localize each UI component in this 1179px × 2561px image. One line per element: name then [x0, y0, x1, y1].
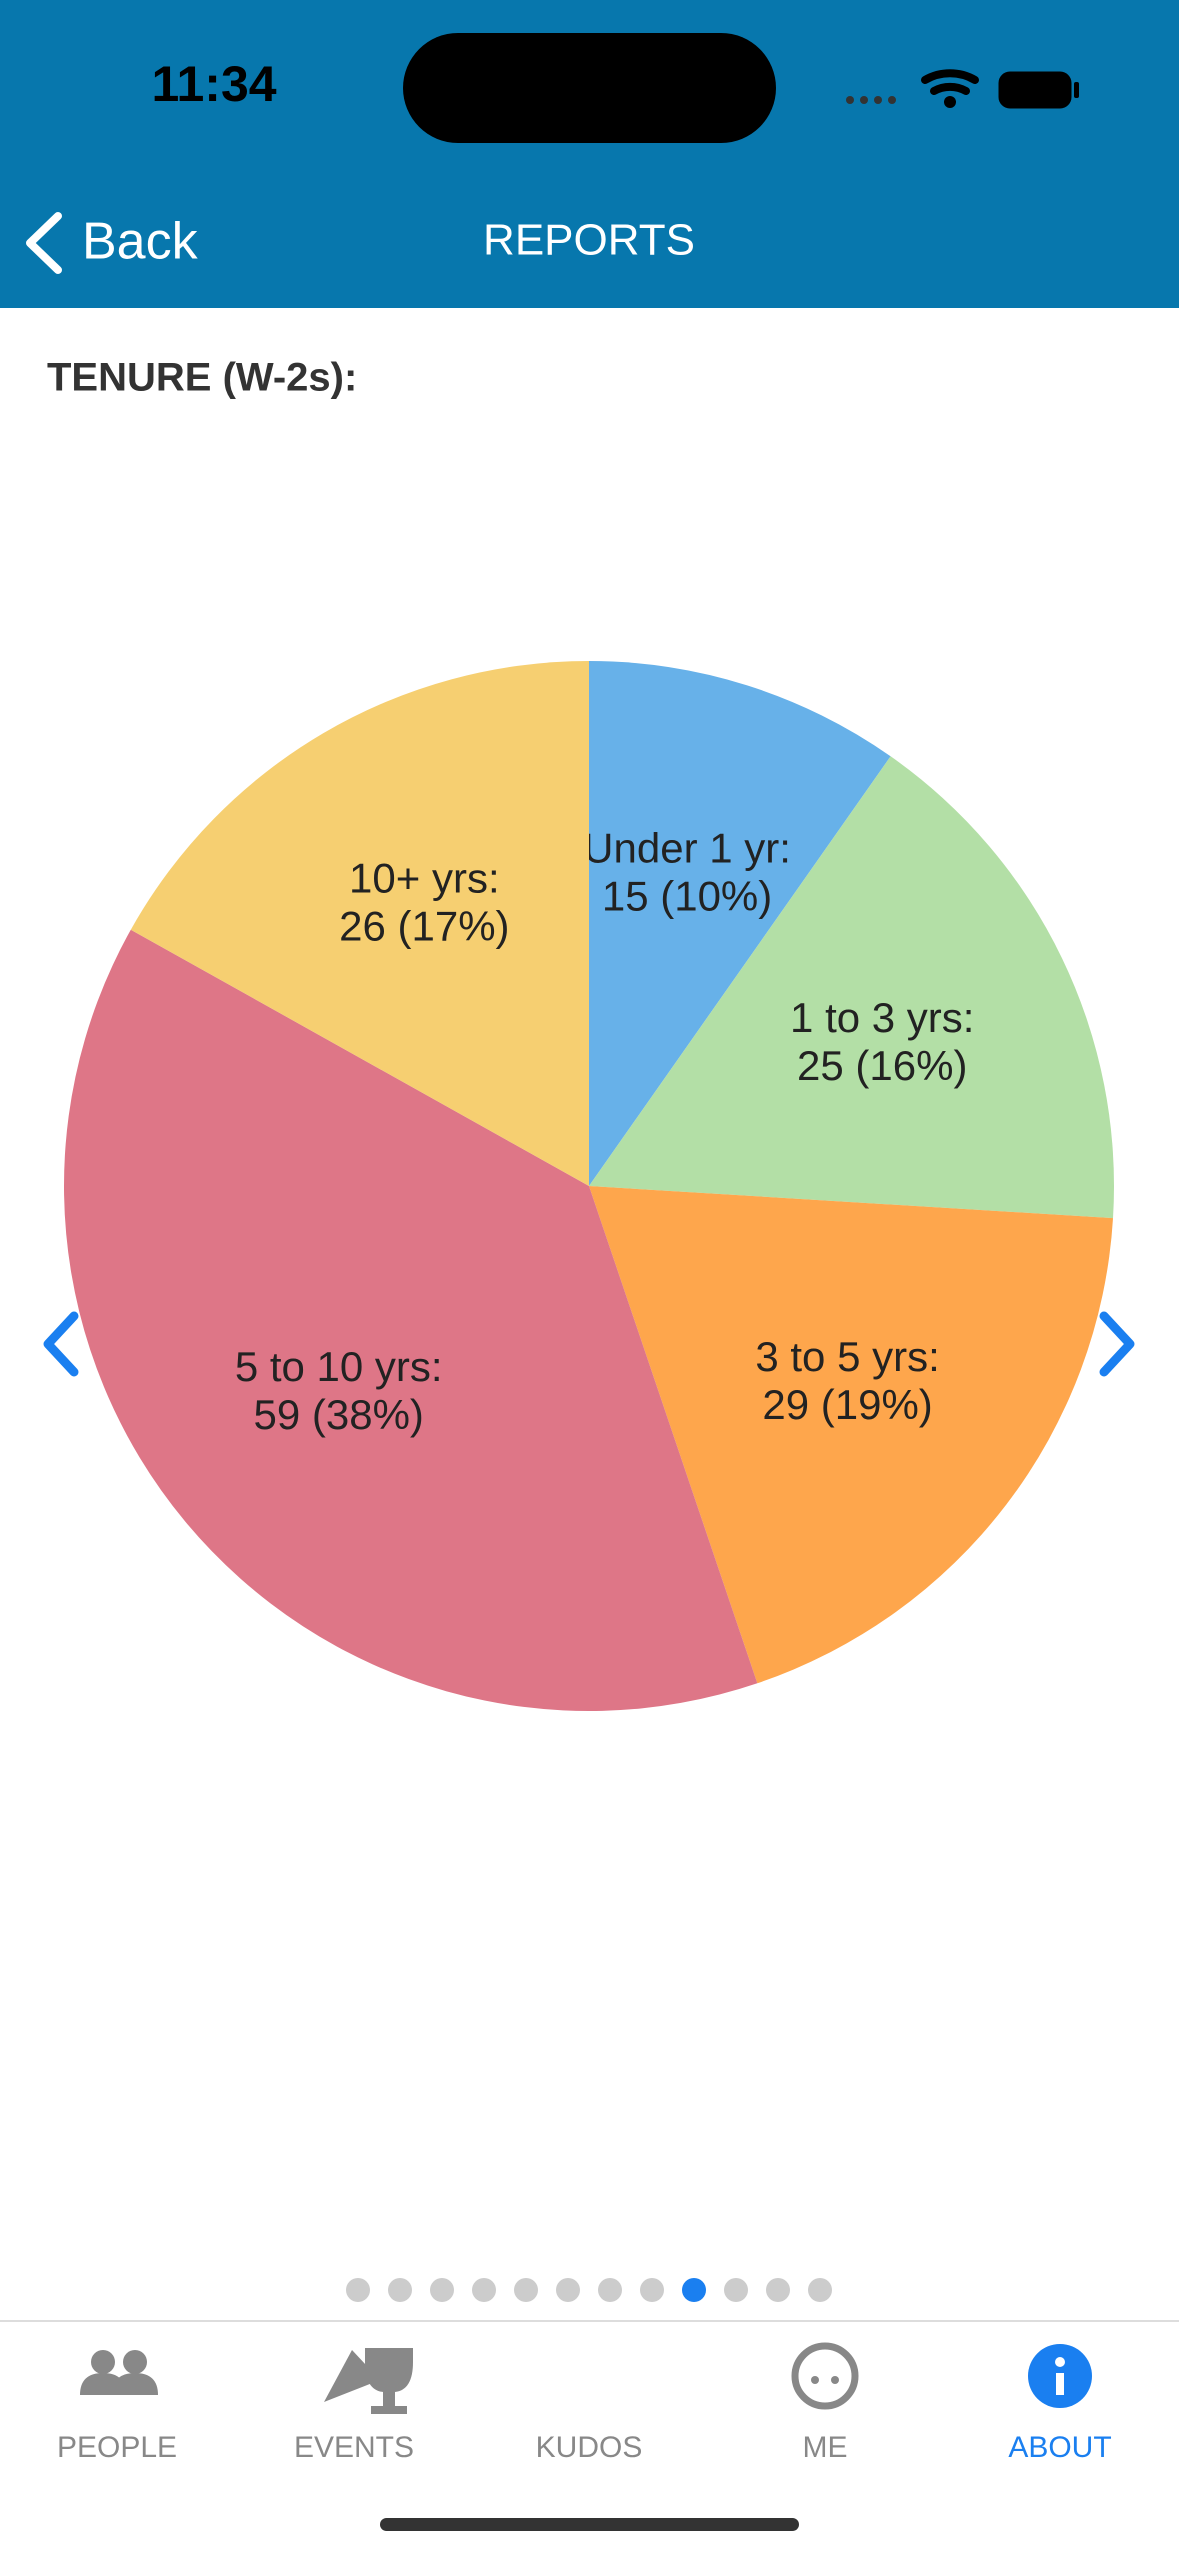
nav-title: REPORTS	[483, 216, 695, 265]
back-label[interactable]: Back	[82, 213, 199, 271]
page-dot[interactable]	[724, 2278, 748, 2302]
tab-label[interactable]: PEOPLE	[57, 2431, 177, 2464]
page-dot[interactable]	[640, 2278, 664, 2302]
home-indicator	[380, 2518, 799, 2531]
battery	[998, 71, 1072, 109]
battery-cap	[1074, 82, 1079, 98]
slice-value-label: 26 (17%)	[339, 902, 509, 949]
slice-label: Under 1 yr:	[583, 825, 791, 872]
pie-slice	[589, 661, 891, 1186]
page-dot[interactable]	[808, 2278, 832, 2302]
slice-label: 5 to 10 yrs:	[235, 1343, 443, 1390]
signal	[846, 96, 896, 104]
tab-bar: PEOPLE EVENTS KUDOS ME ABOUT	[57, 2431, 1112, 2464]
pie-slice	[589, 1186, 1114, 1684]
kudos-icon	[365, 2348, 413, 2414]
pie-slice	[63, 929, 758, 1711]
page-dot[interactable]	[388, 2278, 412, 2302]
page-dot[interactable]	[346, 2278, 370, 2302]
slice-label: 10+ yrs:	[349, 854, 500, 901]
wifi-dot	[944, 96, 956, 108]
slice-value-label: 15 (10%)	[602, 873, 772, 920]
tab-label[interactable]: KUDOS	[536, 2431, 643, 2464]
page-dot[interactable]	[472, 2278, 496, 2302]
events-icon	[324, 2350, 380, 2402]
tab-label[interactable]: EVENTS	[294, 2431, 414, 2464]
pie-chart: Under 1 yr:15 (10%) 1 to 3 yrs:25 (16%) 3 …	[63, 661, 1114, 1711]
pie-slice	[589, 756, 1114, 1219]
slice-value-label: 25 (16%)	[797, 1042, 967, 1089]
slice-value-label: 59 (38%)	[253, 1391, 423, 1438]
next-arrow[interactable]	[1099, 1311, 1135, 1377]
about-icon	[1028, 2344, 1092, 2408]
page-dot-active[interactable]	[682, 2278, 706, 2302]
page-dot[interactable]	[766, 2278, 790, 2302]
tab-icons	[80, 2342, 1092, 2414]
dynamic-island	[403, 33, 776, 143]
wifi-icon	[921, 69, 979, 95]
people-icon	[80, 2350, 158, 2395]
section-title: TENURE (W-2s):	[47, 356, 357, 400]
page-indicator	[346, 2278, 832, 2302]
status-time: 11:34	[151, 56, 276, 112]
slice-label: 3 to 5 yrs:	[755, 1333, 939, 1380]
slice-value-label: 29 (19%)	[762, 1381, 932, 1428]
back-chevron[interactable]	[26, 212, 62, 274]
prev-arrow[interactable]	[43, 1311, 79, 1377]
page-dot[interactable]	[556, 2278, 580, 2302]
tab-label[interactable]: ME	[803, 2431, 848, 2464]
page-dot[interactable]	[514, 2278, 538, 2302]
page-dot[interactable]	[598, 2278, 622, 2302]
back-button[interactable]: Back	[26, 212, 199, 274]
me-icon	[791, 2342, 859, 2410]
page-dot[interactable]	[430, 2278, 454, 2302]
tab-label[interactable]: ABOUT	[1008, 2431, 1111, 2464]
pie-slice	[130, 661, 589, 1186]
slice-label: 1 to 3 yrs:	[790, 994, 974, 1041]
